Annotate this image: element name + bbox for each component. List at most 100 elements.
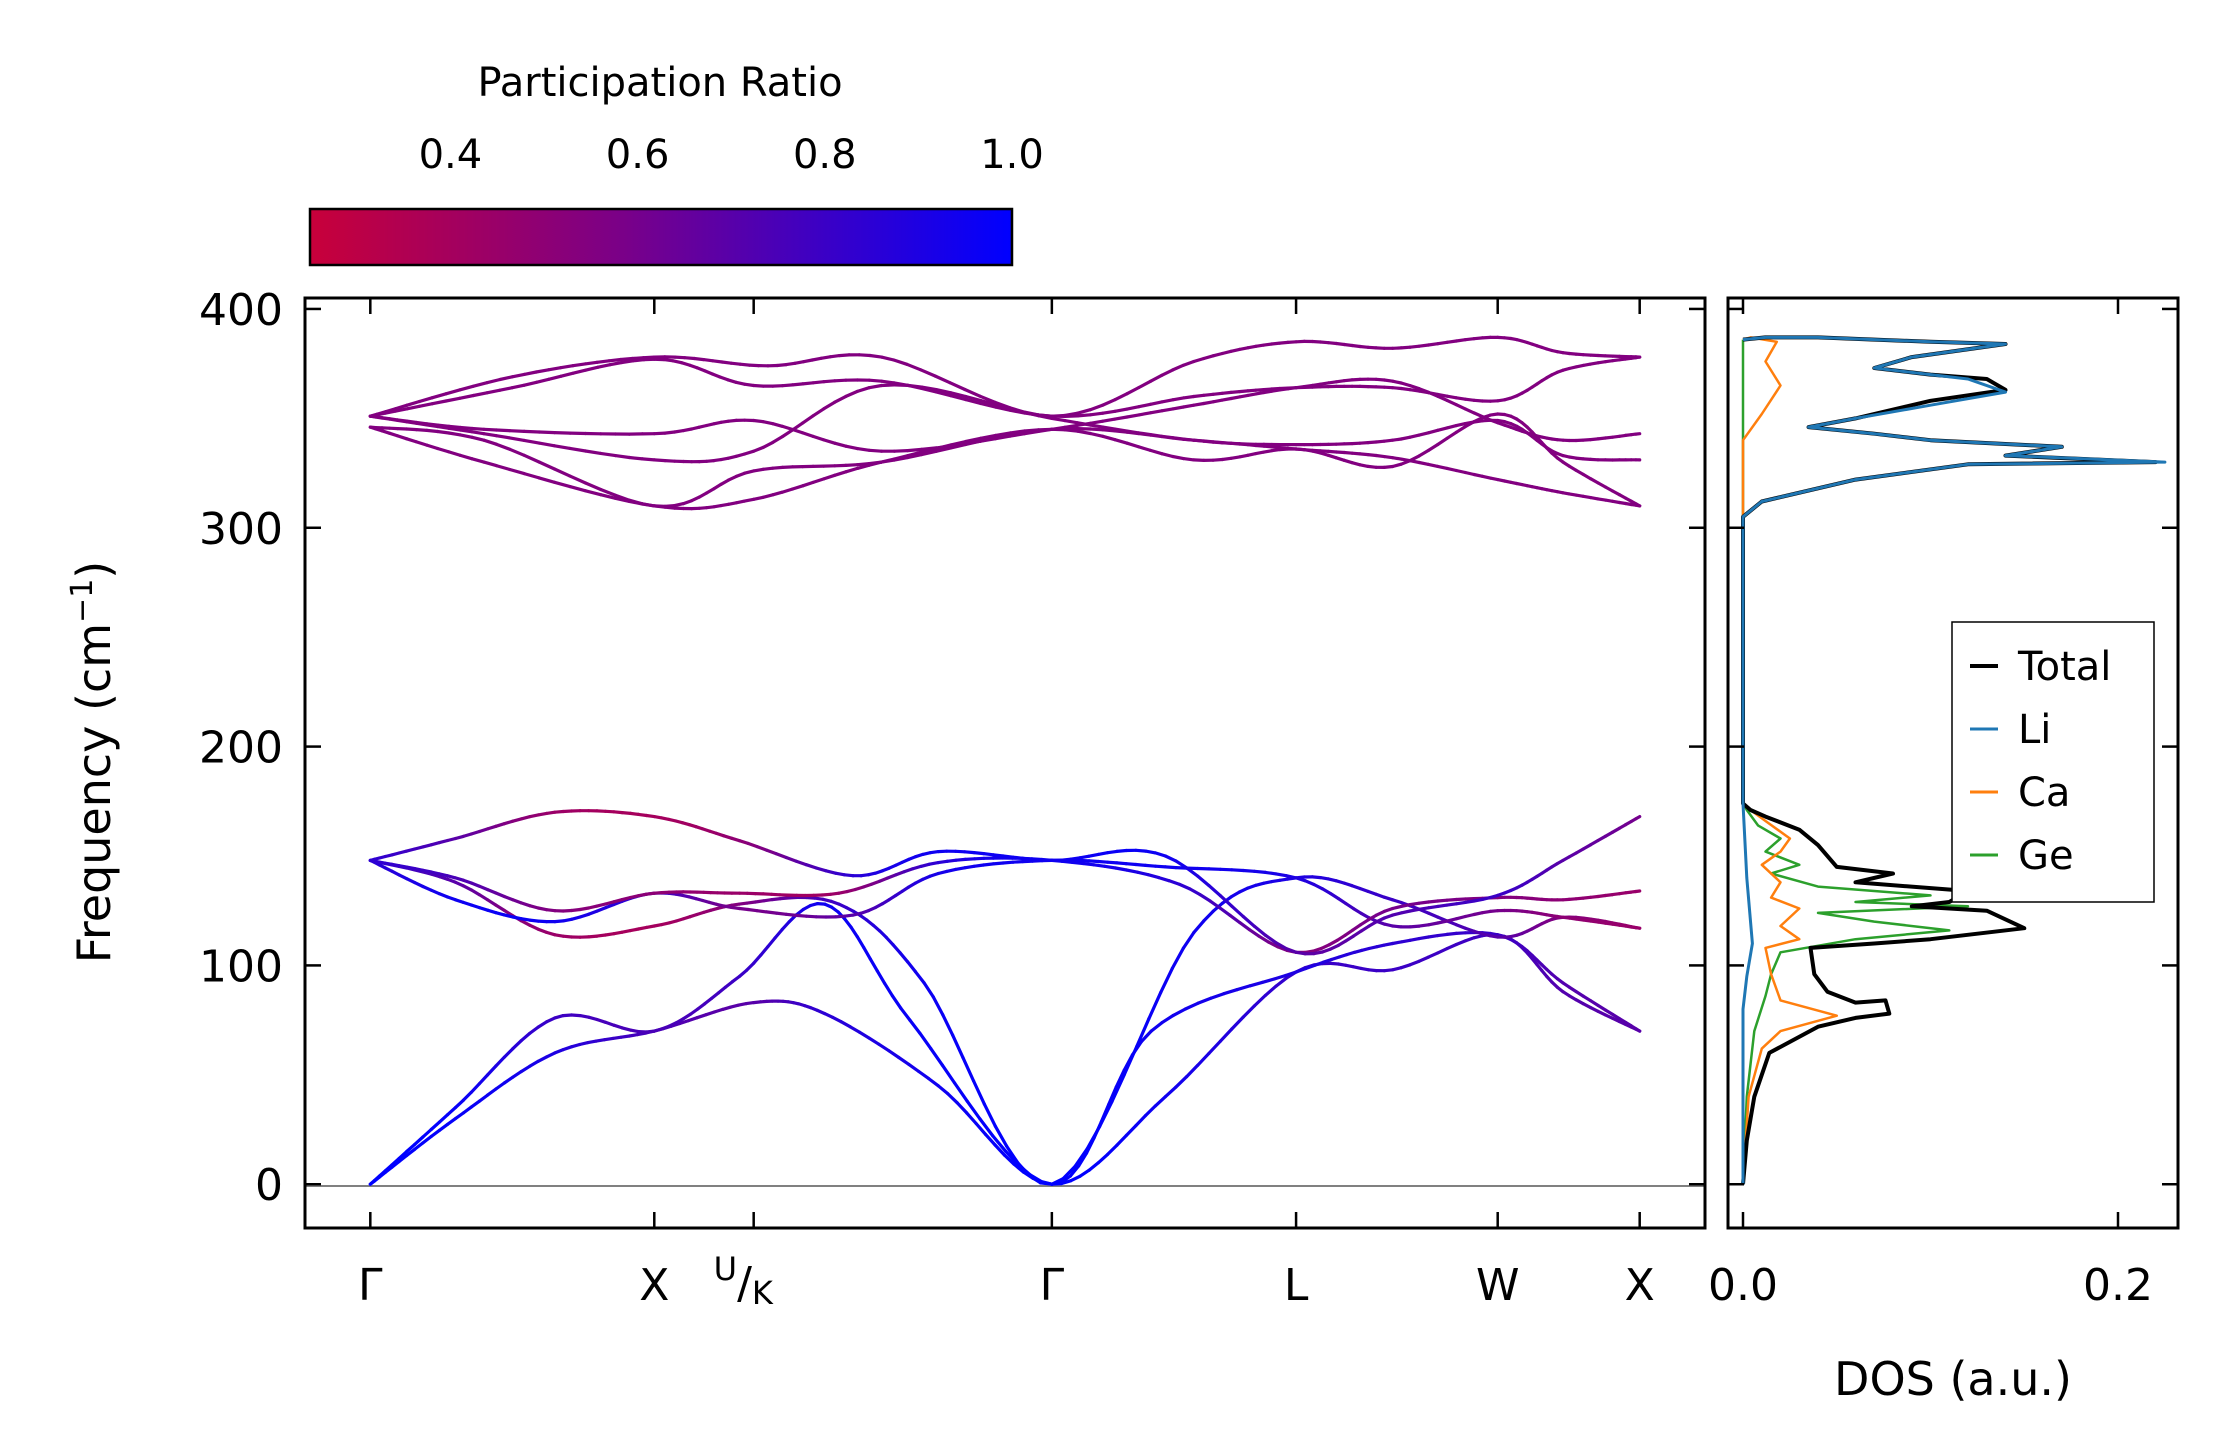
- band-segment: [794, 859, 808, 867]
- band-segment: [1241, 914, 1257, 928]
- band-segment: [1021, 859, 1035, 864]
- band-segment: [1177, 882, 1192, 891]
- band-segment: [1454, 939, 1467, 947]
- band-segment: [508, 436, 526, 442]
- band-segment: [964, 439, 983, 446]
- band-segment: [1011, 855, 1025, 860]
- colorbar-ticks: 0.4 0.6 0.8 1.0: [419, 132, 1044, 265]
- legend-label: Ge: [2018, 833, 2074, 879]
- band-segment: [934, 446, 953, 453]
- band-segment: [761, 420, 775, 426]
- band-segment: [425, 422, 440, 427]
- band-segment: [414, 428, 429, 432]
- band-segment: [1241, 1004, 1257, 1019]
- band-segment: [918, 1031, 933, 1051]
- kpoint-label: Γ: [358, 1260, 383, 1311]
- band-segment: [1417, 448, 1431, 458]
- band-segment: [405, 1147, 417, 1158]
- band-segment: [568, 446, 588, 453]
- band-segment: [528, 1025, 540, 1036]
- band-segment: [458, 433, 474, 439]
- band-segment: [1059, 1174, 1073, 1184]
- band-segment: [652, 458, 667, 463]
- band-segment: [1252, 993, 1268, 1008]
- legend: Total Li Ca Ge: [1951, 621, 2155, 903]
- band-segment: [822, 473, 837, 481]
- band-segment: [471, 391, 489, 398]
- x-axis-title-dos: DOS (a.u.): [1834, 1352, 2072, 1406]
- band-segment: [1001, 854, 1015, 859]
- band-segment: [752, 495, 765, 501]
- band-segment: [1229, 890, 1242, 899]
- band-segment: [494, 903, 506, 913]
- band-segment: [897, 1055, 911, 1067]
- band-segment: [993, 1143, 1007, 1157]
- band-segment: [1188, 887, 1202, 897]
- band-segment: [1196, 996, 1213, 1005]
- band-segment: [1068, 1164, 1081, 1178]
- band-segment: [1160, 1013, 1175, 1025]
- band-segment: [879, 379, 896, 385]
- band-segment: [405, 427, 419, 432]
- band-segment: [1634, 1027, 1642, 1033]
- band-segment: [1163, 854, 1178, 863]
- band-segment: [414, 440, 429, 447]
- band-segment: [764, 848, 778, 856]
- band-segment: [771, 434, 785, 444]
- band-segment: [993, 434, 1012, 441]
- band-segment: [1228, 913, 1242, 925]
- band-segment: [1016, 1161, 1031, 1178]
- band-segment: [1088, 411, 1105, 417]
- band-segment: [552, 444, 572, 450]
- band-segment: [1125, 429, 1141, 435]
- band-segment: [1174, 1075, 1189, 1089]
- band-segment: [613, 454, 631, 460]
- band-segment: [780, 383, 795, 388]
- band-segment: [1192, 393, 1206, 399]
- band-segment: [640, 457, 656, 462]
- band-segment: [1426, 428, 1440, 435]
- band-segment: [855, 935, 866, 950]
- band-segment: [837, 353, 851, 358]
- band-segment: [447, 431, 462, 437]
- kpoint-label: U/K: [714, 1250, 774, 1312]
- kpoint-label: X: [1625, 1260, 1655, 1311]
- band-segment: [780, 424, 795, 432]
- band-segment: [552, 480, 572, 489]
- band-segment: [1160, 452, 1175, 459]
- band-segment: [447, 450, 462, 457]
- band-segment: [1171, 396, 1186, 402]
- band-segment: [855, 447, 871, 452]
- band-segment: [397, 1149, 409, 1161]
- band-segment: [979, 398, 998, 407]
- band-segment: [510, 383, 526, 390]
- dos-line-ca: [1741, 336, 1839, 1185]
- band-segment: [1148, 433, 1164, 438]
- band-segment: [534, 368, 551, 374]
- band-segment: [752, 445, 765, 453]
- band-segment: [978, 1117, 995, 1138]
- band-segment: [811, 380, 826, 385]
- band-segment: [568, 485, 588, 493]
- band-segment: [899, 1006, 912, 1022]
- band-segment: [761, 493, 775, 499]
- band-segment: [981, 862, 995, 867]
- band-segment: [640, 502, 656, 508]
- band-segment: [934, 444, 953, 450]
- band-segment: [1218, 906, 1232, 917]
- band-segment: [1247, 928, 1261, 938]
- band-segment: [1426, 951, 1440, 959]
- band-segment: [421, 1134, 433, 1145]
- band-segment: [946, 1091, 959, 1105]
- band-segment: [833, 394, 848, 404]
- band-line: [368, 858, 1642, 930]
- band-segment: [1230, 1015, 1245, 1031]
- band-segment: [405, 1142, 417, 1154]
- band-segment: [599, 487, 618, 497]
- band-segment: [1436, 426, 1449, 432]
- band-segment: [1184, 1063, 1200, 1079]
- band-segment: [961, 1056, 976, 1083]
- band-segment: [1096, 1152, 1110, 1165]
- band-segment: [1101, 398, 1117, 407]
- band-segment: [1230, 904, 1245, 919]
